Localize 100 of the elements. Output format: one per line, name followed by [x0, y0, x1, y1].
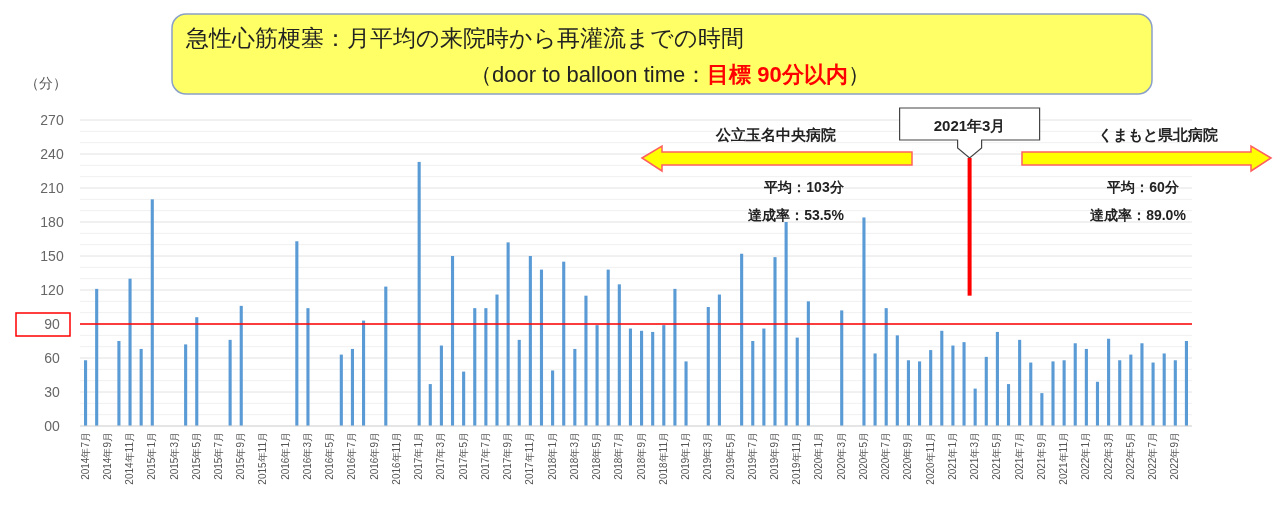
annotation: 平均：103分: [763, 179, 845, 195]
bar: [640, 330, 644, 426]
bar: [195, 317, 199, 426]
annotation: くまもと県北病院: [1098, 126, 1218, 143]
x-tick-label: 2021年5月: [991, 432, 1003, 480]
chart-subtitle: （door to balloon time：目標 90分以内）: [470, 62, 870, 87]
bar: [473, 308, 477, 426]
x-tick-label: 2015年7月: [213, 432, 224, 480]
bar: [795, 337, 799, 426]
x-tick-label: 2022年1月: [1080, 432, 1092, 480]
x-tick-label: 2021年3月: [969, 432, 981, 480]
bar: [117, 341, 121, 426]
bar: [773, 257, 777, 426]
bar: [628, 328, 632, 426]
bar: [573, 348, 577, 426]
x-tick-label: 2018年11月: [657, 432, 669, 485]
x-tick-label: 2015年5月: [190, 432, 202, 480]
bar: [1084, 348, 1088, 426]
bar: [339, 354, 343, 426]
bar: [306, 308, 310, 426]
bar: [606, 269, 610, 426]
x-tick-label: 2017年1月: [413, 432, 425, 480]
x-tick-label: 2022年7月: [1147, 432, 1159, 480]
bar: [651, 331, 655, 426]
y-tick-label: 180: [40, 214, 64, 230]
x-tick-label: 2015年3月: [168, 432, 180, 480]
annotation: 達成率：53.5%: [747, 207, 845, 223]
y-tick-label: 120: [40, 282, 64, 298]
bar: [662, 325, 666, 426]
bar: [751, 341, 755, 426]
bar: [1162, 353, 1166, 426]
annotation: 達成率：89.0%: [1089, 207, 1187, 223]
x-tick-label: 2020年11月: [924, 432, 936, 485]
y-tick-label: 90: [44, 316, 60, 332]
bar: [940, 330, 944, 426]
bar: [562, 261, 566, 426]
bar: [417, 161, 421, 426]
bar: [1184, 341, 1188, 426]
x-tick-label: 2015年1月: [146, 432, 158, 480]
bar: [784, 222, 788, 426]
bar: [906, 360, 910, 426]
bar: [862, 217, 866, 426]
bar: [139, 348, 143, 426]
bar: [150, 199, 154, 426]
x-tick-label: 2016年9月: [368, 432, 380, 480]
bar: [1107, 338, 1111, 426]
bar: [617, 284, 621, 426]
bar: [1029, 362, 1033, 426]
x-tick-label: 2021年9月: [1035, 432, 1047, 480]
x-tick-label: 2015年11月: [257, 432, 269, 485]
x-tick-label: 2017年11月: [524, 432, 536, 485]
bar: [895, 335, 899, 426]
bar: [717, 294, 721, 426]
bar: [1040, 393, 1044, 426]
x-tick-label: 2016年1月: [279, 432, 291, 480]
x-tick-label: 2019年1月: [680, 432, 692, 480]
bar: [350, 348, 354, 426]
bar: [84, 360, 88, 426]
bar: [873, 353, 877, 426]
bar: [1129, 354, 1133, 426]
bar: [384, 286, 388, 426]
bar: [184, 344, 188, 426]
annotation: 2021年3月: [933, 117, 1006, 134]
x-tick-label: 2020年7月: [880, 432, 892, 480]
y-tick-label: 150: [40, 248, 64, 264]
bar: [929, 350, 933, 426]
x-tick-label: 2020年5月: [857, 432, 869, 480]
x-tick-label: 2021年1月: [946, 432, 958, 480]
bar: [528, 256, 532, 426]
x-tick-label: 2022年3月: [1102, 432, 1114, 480]
bar: [762, 328, 766, 426]
chart-title: 急性心筋梗塞：月平均の来院時から再灌流までの時間: [185, 25, 744, 51]
bar: [239, 305, 243, 426]
annotation: 公立玉名中央病院: [715, 126, 836, 143]
bar: [228, 339, 232, 426]
bar: [706, 307, 710, 426]
bar: [595, 325, 599, 426]
bar: [295, 241, 299, 426]
x-tick-label: 2021年11月: [1058, 432, 1070, 485]
x-tick-label: 2016年5月: [324, 432, 336, 480]
x-tick-label: 2019年9月: [769, 432, 780, 480]
x-tick-label: 2020年9月: [902, 432, 914, 480]
bar: [551, 370, 555, 426]
x-tick-label: 2022年9月: [1169, 432, 1181, 480]
bar: [1062, 360, 1066, 426]
bar: [884, 308, 888, 426]
y-tick-label: 30: [44, 384, 60, 400]
x-tick-label: 2017年9月: [502, 432, 514, 480]
bar: [495, 294, 499, 426]
x-tick-label: 2016年3月: [301, 432, 313, 480]
bar: [1073, 343, 1077, 426]
bar: [1018, 339, 1022, 426]
bar: [973, 388, 977, 426]
x-tick-label: 2019年11月: [791, 432, 803, 485]
x-tick-label: 2019年5月: [724, 432, 736, 480]
x-tick-label: 2017年7月: [479, 432, 491, 480]
bar: [1151, 362, 1155, 426]
x-tick-label: 2018年3月: [568, 432, 580, 480]
y-tick-label: 00: [44, 418, 60, 434]
bar: [95, 288, 99, 426]
